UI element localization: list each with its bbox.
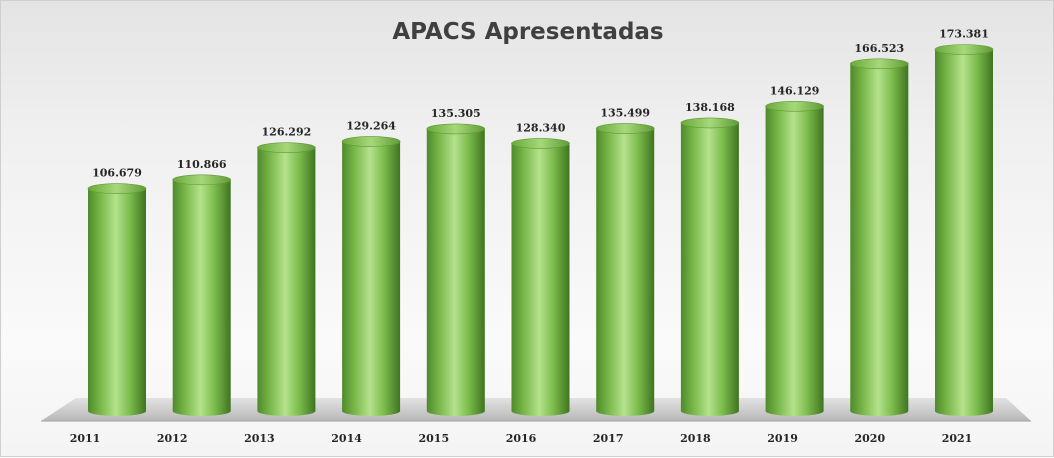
bar-top <box>765 101 824 112</box>
x-tick-label-2018: 2018 <box>680 432 711 445</box>
bar-top <box>87 183 147 194</box>
bar-body <box>765 106 824 416</box>
bar-top <box>595 123 655 134</box>
bar-2015 <box>426 123 486 416</box>
bar-body <box>935 49 993 417</box>
bar-2021 <box>934 44 994 417</box>
value-label-2016: 128.340 <box>516 121 566 134</box>
x-tick-label-2021: 2021 <box>942 432 973 445</box>
chart-title: APACS Apresentadas <box>392 19 664 45</box>
bar-top <box>511 138 570 149</box>
x-tick-label-2019: 2019 <box>767 432 798 445</box>
x-tick-label-2014: 2014 <box>331 432 362 445</box>
bar-2012 <box>172 174 231 416</box>
value-label-2012: 110.866 <box>177 158 227 171</box>
value-label-2018: 138.168 <box>685 101 735 114</box>
value-label-2021: 173.381 <box>939 28 989 41</box>
bar-2020 <box>849 58 909 416</box>
x-tick-label-2013: 2013 <box>244 432 275 445</box>
bar-2016 <box>511 138 570 416</box>
bar-2018 <box>680 117 740 416</box>
x-tick-label-2017: 2017 <box>593 432 624 445</box>
bar-top <box>426 123 486 135</box>
bar-body <box>342 141 401 416</box>
x-tick-label-2012: 2012 <box>157 432 188 445</box>
value-label-2019: 146.129 <box>770 84 820 97</box>
bar-2019 <box>765 101 824 416</box>
bar-body <box>172 179 231 416</box>
value-label-2014: 129.264 <box>346 119 396 132</box>
bar-top <box>680 117 740 129</box>
bar-2017 <box>595 123 655 416</box>
bar-body <box>850 63 909 416</box>
bar-top <box>257 142 316 153</box>
bar-body <box>88 188 146 416</box>
bar-top <box>172 174 231 186</box>
bar-body <box>426 128 485 416</box>
bar-top <box>934 44 994 55</box>
bar-body <box>680 122 739 416</box>
value-label-2017: 135.499 <box>600 106 650 119</box>
x-tick-label-2011: 2011 <box>70 432 101 445</box>
bar-body <box>511 143 570 416</box>
value-label-2013: 126.292 <box>262 126 312 139</box>
bar-top <box>849 58 909 70</box>
bar-2013 <box>257 142 316 416</box>
bar-top <box>341 136 401 147</box>
bar-2014 <box>341 136 401 416</box>
bar-body <box>596 128 655 416</box>
value-label-2011: 106.679 <box>92 167 142 180</box>
x-tick-label-2016: 2016 <box>506 432 537 445</box>
bar-body <box>257 147 316 416</box>
x-tick-label-2020: 2020 <box>854 432 885 445</box>
value-label-2015: 135.305 <box>431 107 481 120</box>
bar-2011 <box>87 183 147 416</box>
x-tick-label-2015: 2015 <box>418 432 449 445</box>
value-label-2020: 166.523 <box>854 42 904 55</box>
